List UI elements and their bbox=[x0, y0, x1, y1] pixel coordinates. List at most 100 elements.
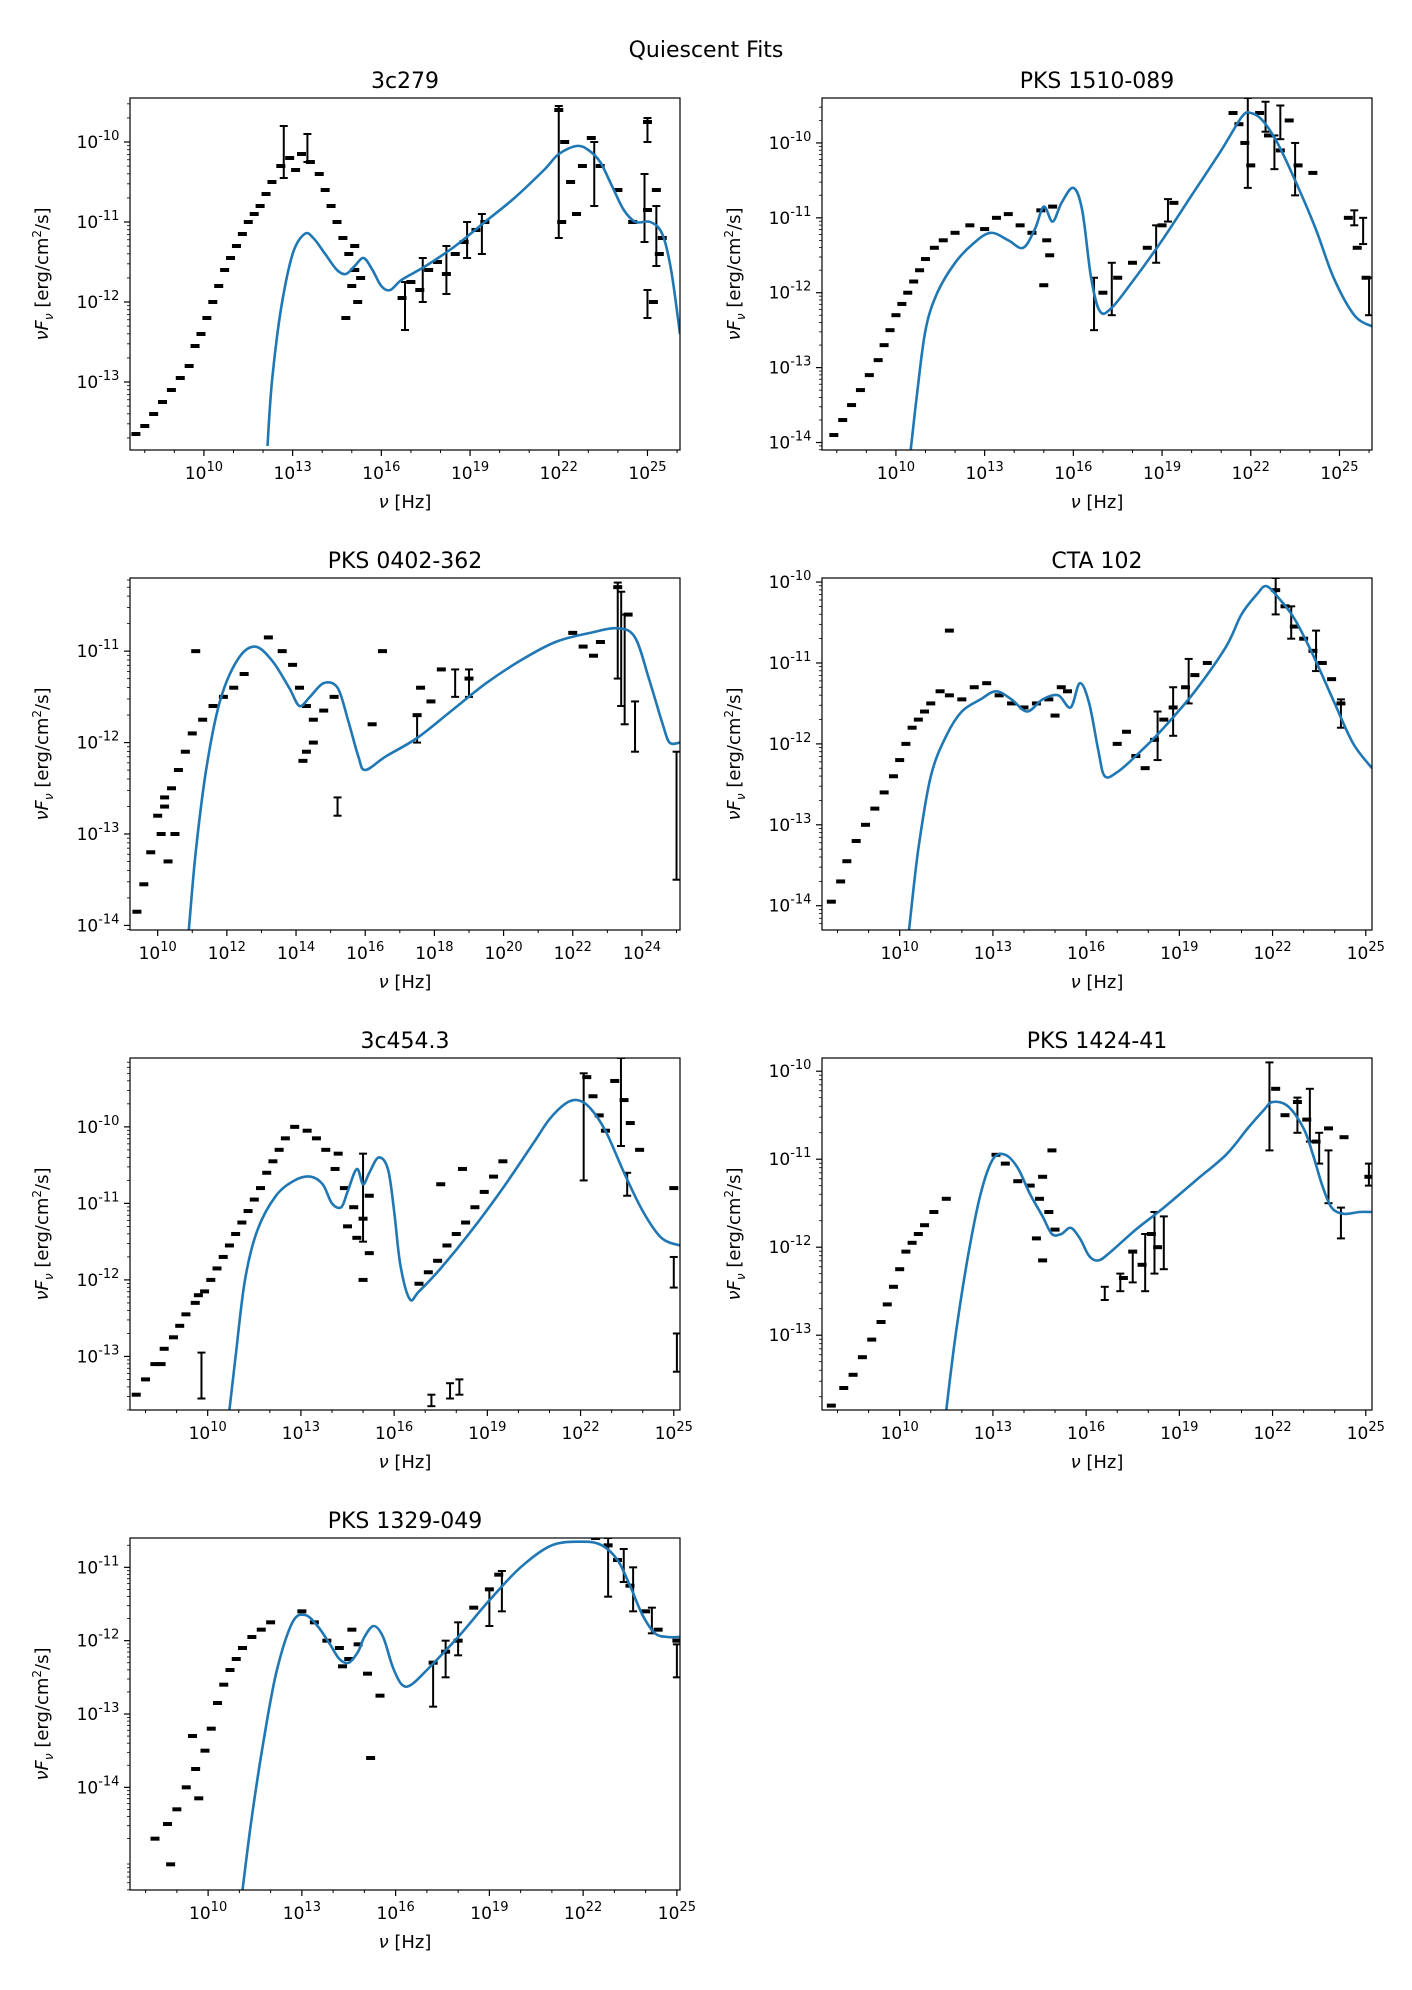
y-tick-label: 10-10 bbox=[769, 569, 812, 593]
panel-title: CTA 102 bbox=[1051, 549, 1142, 574]
error-bar bbox=[1315, 1131, 1324, 1165]
error-bar bbox=[1350, 209, 1359, 227]
y-axis-label: νFν [erg/cm2/s] bbox=[30, 687, 56, 820]
error-bar bbox=[1141, 1233, 1150, 1293]
x-tick-label: 1016 bbox=[1054, 460, 1092, 484]
y-tick-label: 10-11 bbox=[769, 1146, 812, 1170]
y-axis-label: νFν [erg/cm2/s] bbox=[30, 207, 56, 340]
x-tick-label: 1010 bbox=[881, 940, 919, 964]
model-curve bbox=[909, 110, 1372, 450]
axes-frame bbox=[129, 577, 681, 931]
model-curve bbox=[266, 144, 680, 447]
x-tick-label: 1013 bbox=[966, 460, 1004, 484]
y-tick-label: 10-12 bbox=[769, 731, 812, 755]
y-tick-label: 10-11 bbox=[77, 1554, 120, 1578]
x-tick-label: 1019 bbox=[1143, 460, 1181, 484]
error-bar bbox=[477, 213, 486, 255]
axes-frame bbox=[129, 1537, 681, 1891]
error-bar bbox=[1276, 104, 1285, 141]
plot-area bbox=[150, 1538, 680, 1890]
error-bar bbox=[1336, 698, 1345, 729]
plot-area bbox=[131, 1058, 680, 1410]
error-bar bbox=[616, 1058, 625, 1147]
panel-title: PKS 0402-362 bbox=[328, 549, 483, 574]
error-bar bbox=[451, 668, 460, 698]
x-tick-label: 1022 bbox=[540, 460, 578, 484]
panel-title: 3c279 bbox=[371, 69, 439, 94]
x-tick-label: 1020 bbox=[484, 940, 522, 964]
x-axis-label: ν [Hz] bbox=[379, 492, 432, 513]
y-tick-label: 10-13 bbox=[769, 812, 812, 836]
y-tick-label: 10-13 bbox=[77, 1701, 120, 1725]
y-tick-label: 10-13 bbox=[77, 821, 120, 845]
error-bar bbox=[604, 1538, 613, 1598]
plot-area bbox=[829, 98, 1372, 450]
error-bar bbox=[333, 796, 342, 817]
error-bar bbox=[485, 1588, 494, 1627]
x-tick-label: 1019 bbox=[1160, 940, 1198, 964]
error-bar bbox=[303, 133, 312, 163]
x-tick-label: 1025 bbox=[628, 460, 666, 484]
x-tick-label: 1022 bbox=[1253, 1420, 1291, 1444]
panel-5: 3c454.3 1010 1013 1016 1019 1022 1025 10-13 10-1… bbox=[30, 1029, 693, 1473]
y-tick-label: 10-12 bbox=[769, 280, 812, 304]
x-tick-label: 1010 bbox=[881, 1420, 919, 1444]
x-axis-label: ν [Hz] bbox=[1071, 972, 1124, 993]
x-tick-label: 1025 bbox=[1320, 460, 1358, 484]
x-tick-label: 1010 bbox=[189, 1420, 227, 1444]
y-tick-label: 10-11 bbox=[77, 638, 120, 662]
model-curve bbox=[945, 1100, 1372, 1410]
error-bar bbox=[1169, 686, 1178, 737]
error-bar bbox=[1100, 1285, 1109, 1301]
x-tick-label: 1022 bbox=[554, 940, 592, 964]
error-bar bbox=[590, 141, 599, 207]
y-tick-label: 10-11 bbox=[769, 650, 812, 674]
model-curve bbox=[907, 584, 1372, 930]
y-axis-label: νFν [erg/cm2/s] bbox=[722, 207, 748, 340]
panel-1: 3c279 1010 1013 1016 1019 1022 1025 10-13 10-12 1… bbox=[30, 69, 681, 513]
y-tick-label: 10-12 bbox=[77, 1267, 120, 1291]
error-bar bbox=[197, 1351, 206, 1400]
y-axis-label: νFν [erg/cm2/s] bbox=[722, 1167, 748, 1300]
y-tick-label: 10-14 bbox=[77, 912, 120, 936]
y-tick-label: 10-12 bbox=[77, 730, 120, 754]
figure-title: Quiescent Fits bbox=[629, 38, 784, 63]
x-tick-label: 1016 bbox=[375, 1420, 413, 1444]
error-bar bbox=[617, 590, 626, 707]
y-tick-label: 10-14 bbox=[769, 893, 812, 917]
y-axis-label: νFν [erg/cm2/s] bbox=[30, 1167, 56, 1300]
error-bar bbox=[359, 1152, 368, 1243]
panel-title: PKS 1329-049 bbox=[328, 1509, 483, 1534]
plot-area bbox=[132, 581, 680, 930]
error-bar bbox=[1152, 224, 1161, 264]
x-tick-label: 1010 bbox=[185, 460, 223, 484]
y-tick-label: 10-10 bbox=[769, 1058, 812, 1082]
x-tick-label: 1018 bbox=[415, 940, 453, 964]
error-bar bbox=[672, 750, 680, 881]
x-tick-label: 1016 bbox=[1067, 1420, 1105, 1444]
error-bar bbox=[629, 1566, 638, 1613]
error-bar bbox=[619, 1548, 628, 1583]
model-curve bbox=[187, 626, 680, 930]
axes-frame bbox=[129, 1057, 681, 1411]
error-bar bbox=[418, 257, 427, 303]
y-tick-label: 10-10 bbox=[769, 130, 812, 154]
x-tick-label: 1016 bbox=[1067, 940, 1105, 964]
error-bar bbox=[497, 1570, 506, 1613]
panel-6: PKS 1424-41 1010 1013 1016 1019 1022 1025 10-13… bbox=[722, 1029, 1385, 1473]
y-axis-label: νFν [erg/cm2/s] bbox=[30, 1647, 56, 1780]
x-axis-label: ν [Hz] bbox=[1071, 492, 1124, 513]
x-tick-label: 1013 bbox=[974, 1420, 1012, 1444]
x-tick-label: 1019 bbox=[470, 1900, 508, 1924]
error-bar bbox=[1291, 141, 1300, 197]
error-bar bbox=[441, 1639, 450, 1679]
x-tick-label: 1013 bbox=[283, 1900, 321, 1924]
error-bar bbox=[1359, 216, 1368, 246]
y-tick-label: 10-14 bbox=[769, 430, 812, 454]
plot-area bbox=[826, 578, 1372, 930]
axes-frame bbox=[821, 1057, 1373, 1411]
axes-frame bbox=[129, 97, 681, 451]
y-tick-label: 10-12 bbox=[77, 1628, 120, 1652]
x-axis-label: ν [Hz] bbox=[379, 1452, 432, 1473]
